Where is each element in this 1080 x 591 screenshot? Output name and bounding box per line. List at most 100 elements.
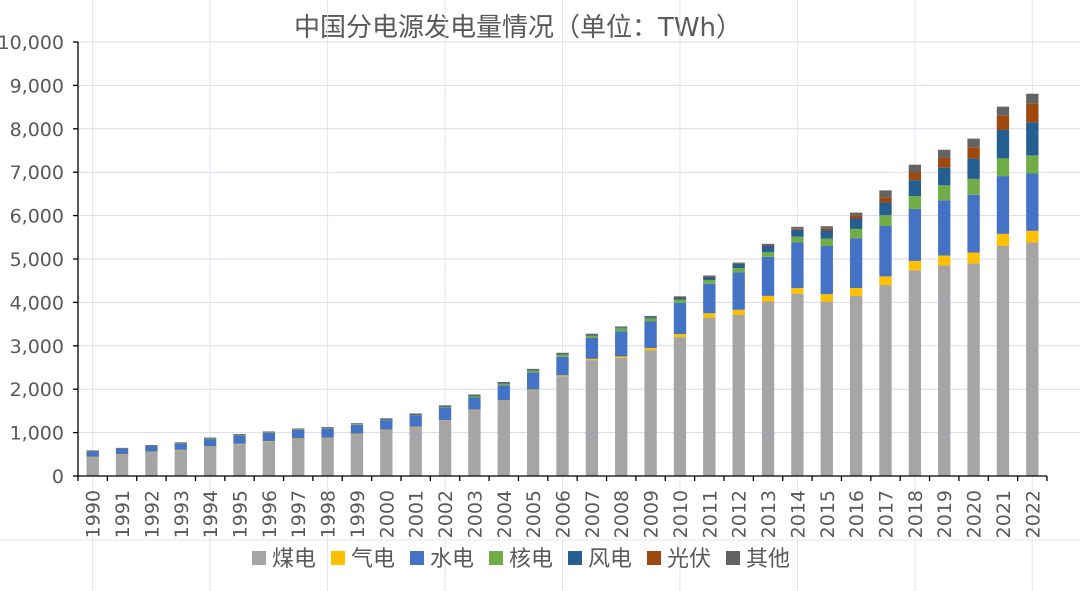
- bar-segment: [879, 226, 892, 277]
- bar-segment: [321, 427, 334, 428]
- bar-segment: [673, 296, 687, 298]
- bar-segment: [438, 405, 452, 407]
- bar-segment: [615, 326, 628, 328]
- bar-segment: [644, 347, 657, 351]
- bar-segment: [526, 372, 540, 390]
- bar-segment: [526, 368, 540, 371]
- legend-swatch: [726, 551, 740, 565]
- bar-segment: [761, 295, 775, 302]
- bar-segment: [820, 228, 833, 231]
- legend-item: 水电: [410, 547, 474, 572]
- bar-segment: [761, 243, 775, 246]
- bar-segment: [791, 226, 804, 229]
- bar-segment: [732, 272, 745, 310]
- bar-segment: [585, 360, 599, 476]
- legend-item: 光伏: [647, 547, 711, 572]
- legend-swatch: [647, 551, 661, 565]
- bar-segment: [409, 415, 422, 427]
- bar-segment: [233, 443, 246, 445]
- y-tick-label: 7,000: [10, 162, 64, 184]
- bar-segment: [145, 451, 158, 476]
- bar-segment: [86, 451, 99, 457]
- x-tick-label: 1997: [288, 490, 310, 538]
- bar-segment: [497, 400, 510, 401]
- bar-segment: [820, 301, 833, 476]
- bar-segment: [967, 158, 980, 179]
- bar-segment: [967, 252, 980, 264]
- bar-segment: [86, 450, 99, 452]
- x-tick-label: 2017: [876, 490, 898, 538]
- x-tick-label: 2013: [758, 490, 780, 538]
- bar-segment: [761, 301, 775, 476]
- bar-segment: [1026, 155, 1039, 174]
- bar-segment: [526, 370, 540, 371]
- bar-segment: [468, 395, 481, 397]
- legend-item: 气电: [331, 547, 395, 572]
- bar-segment: [938, 157, 951, 168]
- bar-segment: [703, 275, 716, 277]
- bar-segment: [879, 285, 892, 476]
- bar-segment: [996, 129, 1010, 159]
- bar-segment: [615, 327, 628, 329]
- bar-segment: [996, 176, 1010, 234]
- bar-segment: [321, 437, 334, 439]
- bar-segment: [967, 178, 980, 195]
- bar-segment: [820, 245, 833, 295]
- bar-segment: [673, 299, 687, 303]
- bar-segment: [703, 276, 716, 278]
- bar-segment: [761, 251, 775, 257]
- x-tick-label: 1993: [171, 490, 193, 538]
- bar-segment: [556, 356, 569, 376]
- bar-segment: [791, 229, 804, 237]
- bar-segment: [644, 350, 657, 476]
- bar-segment: [908, 208, 922, 261]
- bar-segment: [556, 352, 569, 355]
- bar-segment: [556, 354, 569, 357]
- bar-segment: [145, 451, 158, 453]
- y-tick-label: 8,000: [10, 119, 64, 141]
- x-tick-label: 2016: [846, 490, 868, 538]
- bar-segment: [526, 390, 540, 476]
- x-tick-label: 2015: [817, 490, 839, 538]
- bar-segment: [879, 276, 892, 286]
- bar-segment: [996, 233, 1010, 246]
- bar-segment: [497, 385, 510, 401]
- y-tick-label: 6,000: [10, 206, 64, 228]
- bar-segment: [1026, 103, 1039, 123]
- bar-segment: [468, 410, 481, 476]
- bar-segment: [380, 420, 393, 430]
- bar-segment: [849, 288, 863, 296]
- bar-segment: [145, 445, 158, 452]
- bar-segment: [468, 395, 481, 398]
- bar-segment: [820, 238, 833, 246]
- bar-segment: [321, 427, 334, 429]
- bar-segment: [791, 288, 804, 294]
- legend-swatch: [410, 551, 424, 565]
- bar-segment: [585, 358, 599, 361]
- x-tick-label: 2004: [494, 490, 516, 538]
- bar-segment: [791, 242, 804, 289]
- bar-segment: [292, 428, 305, 430]
- y-tick-labels: 0 1,000 2,000 3,000 4,000 5,000 6,000 7,000 8,00…: [0, 32, 64, 488]
- bar-segment: [556, 354, 569, 355]
- bar-segment: [938, 167, 951, 186]
- bar-segment: [468, 394, 481, 396]
- x-tick-label: 2009: [641, 490, 663, 538]
- bar-segment: [673, 334, 687, 338]
- legend-label: 水电: [430, 547, 474, 572]
- bar-segment: [996, 245, 1010, 476]
- x-tick-label: 1991: [112, 490, 134, 538]
- bar-segment: [585, 335, 599, 336]
- bar-segment: [380, 418, 393, 420]
- x-tick-label: 1996: [259, 490, 281, 538]
- legend-label: 光伏: [667, 547, 711, 572]
- bar-segment: [115, 448, 129, 455]
- x-tick-label: 2014: [787, 490, 809, 538]
- bar-segment: [644, 321, 657, 348]
- bar-segment: [967, 263, 980, 476]
- bar-segment: [497, 381, 510, 384]
- bar-segment: [849, 215, 863, 219]
- bar-segment: [86, 456, 99, 476]
- bar-segment: [380, 429, 393, 431]
- legend-label: 煤电: [272, 547, 316, 572]
